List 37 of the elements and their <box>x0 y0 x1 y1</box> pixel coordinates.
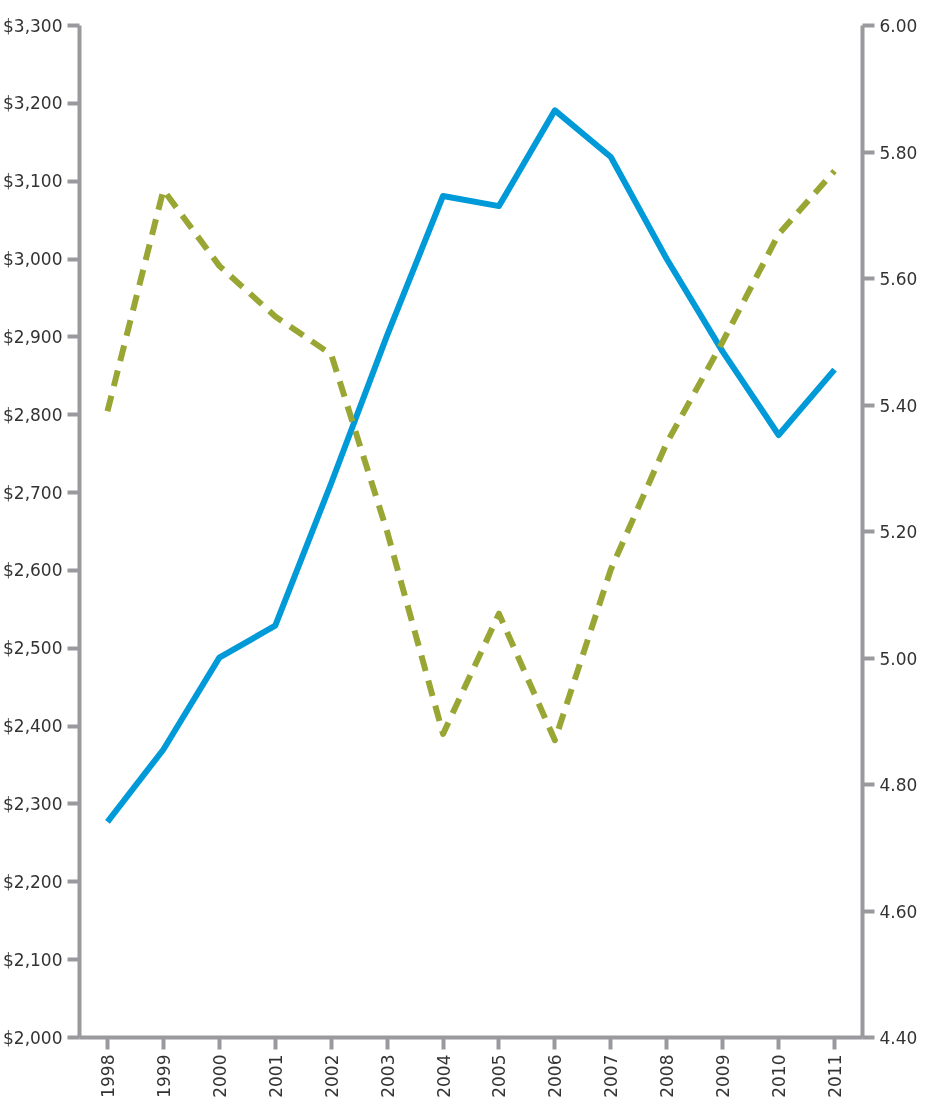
y-tick-label: $2,700 <box>3 482 63 503</box>
y-tick-label: $2,200 <box>3 871 63 892</box>
y-tick-label: $3,300 <box>3 15 63 36</box>
x-tick-label: 2004 <box>433 1054 454 1098</box>
x-tick-label: 2005 <box>489 1054 510 1098</box>
x-tick-label: 2001 <box>265 1054 286 1098</box>
x-tick-label: 2009 <box>713 1054 734 1098</box>
y2-tick-label: 5.40 <box>879 395 918 416</box>
y-tick-label: $2,300 <box>3 793 63 814</box>
x-tick-label: 2006 <box>545 1054 566 1098</box>
y2-tick-label: 5.00 <box>879 648 918 669</box>
x-tick-label: 2011 <box>825 1054 846 1098</box>
x-tick-label: 2008 <box>657 1054 678 1098</box>
x-tick-label: 2003 <box>377 1054 398 1098</box>
y2-tick-label: 5.20 <box>879 522 918 542</box>
x-tick-label: 2002 <box>321 1054 342 1098</box>
x-tick-label: 1999 <box>153 1054 174 1098</box>
y-tick-label: $3,200 <box>3 93 63 114</box>
y-tick-label: $2,100 <box>3 949 63 970</box>
y-tick-label: $2,500 <box>3 638 63 659</box>
y-tick-label: $2,400 <box>3 716 63 737</box>
x-tick-label: 2007 <box>601 1054 622 1098</box>
y-tick-label: $3,100 <box>3 171 63 192</box>
x-tick-label: 2000 <box>209 1054 230 1098</box>
y2-tick-label: 4.80 <box>879 775 918 795</box>
y2-tick-label: 6.00 <box>879 16 918 36</box>
y-tick-label: $2,000 <box>3 1027 63 1048</box>
y2-tick-label: 4.60 <box>879 901 918 922</box>
y-tick-label: $2,600 <box>3 560 63 581</box>
x-tick-label: 1998 <box>97 1054 118 1098</box>
y-tick-label: $2,900 <box>3 326 63 347</box>
x-tick-label: 2010 <box>769 1054 790 1098</box>
y2-tick-label: 4.40 <box>879 1028 918 1048</box>
y-tick-label: $3,000 <box>3 249 63 270</box>
y-tick-label: $2,800 <box>3 404 63 425</box>
y2-tick-label: 5.80 <box>879 142 918 163</box>
y2-tick-label: 5.60 <box>879 269 918 289</box>
